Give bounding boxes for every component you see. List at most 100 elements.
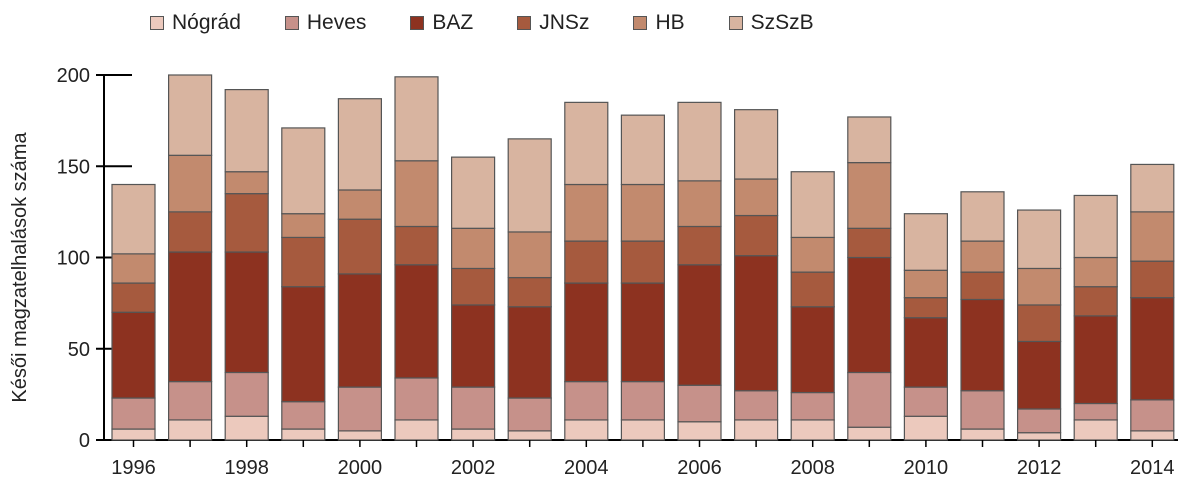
bar-1999-nograd — [281, 428, 326, 441]
y-tick-label-200: 200 — [57, 65, 90, 87]
bar-2003-szszb — [507, 138, 552, 233]
bar-1997-nograd — [168, 419, 213, 441]
bar-2004-nograd — [564, 419, 609, 441]
bar-2008-hb — [790, 236, 835, 273]
legend-label-jnsz: JNSz — [539, 11, 590, 34]
bar-2001-jnsz — [394, 225, 439, 266]
bar-2006-baz — [677, 264, 722, 386]
y-tick-label-0: 0 — [79, 430, 90, 452]
bar-2010-jnsz — [903, 297, 949, 319]
bar-1999-szszb — [281, 127, 326, 215]
bar-2009-jnsz — [847, 227, 892, 259]
legend-item-baz: BAZ — [410, 8, 473, 38]
legend-item-szszb: SzSzB — [728, 8, 814, 38]
y-tick-label-150: 150 — [57, 156, 90, 178]
bar-1998-jnsz — [224, 193, 269, 253]
legend-item-nograd: Nógrád — [150, 8, 241, 38]
legend-swatch-jnsz — [517, 16, 532, 30]
bar-2013-hb — [1073, 256, 1118, 288]
bar-1999-baz — [281, 286, 326, 403]
legend-item-jnsz: JNSz — [517, 8, 589, 38]
bar-1996-hb — [111, 253, 156, 284]
legend: Nógrád Heves BAZ JNSz HB SzSzB — [150, 8, 858, 38]
bar-1999-jnsz — [281, 236, 326, 288]
bar-2000-nograd — [337, 430, 382, 441]
x-tick-label-2010: 2010 — [904, 457, 949, 477]
bar-2004-hb — [564, 183, 609, 242]
bar-2003-heves — [507, 397, 552, 432]
bar-2006-szszb — [677, 101, 722, 182]
bar-1997-szszb — [168, 74, 213, 156]
bar-2002-baz — [451, 304, 496, 388]
bar-2012-nograd — [1016, 432, 1062, 441]
legend-label-baz: BAZ — [432, 11, 474, 34]
legend-swatch-nograd — [150, 16, 164, 30]
x-tick-label-1998: 1998 — [224, 457, 269, 477]
bar-2014-baz — [1130, 297, 1175, 401]
bar-2013-jnsz — [1073, 286, 1118, 317]
bar-1997-hb — [168, 154, 213, 213]
bar-2003-jnsz — [507, 276, 552, 308]
bar-2004-jnsz — [564, 240, 609, 284]
bar-2006-hb — [677, 180, 722, 228]
bar-2002-szszb — [451, 156, 496, 229]
y-tick-label-100: 100 — [57, 248, 90, 270]
bar-2007-szszb — [733, 109, 779, 180]
legend-item-hb: HB — [633, 8, 685, 38]
x-tick-label-1996: 1996 — [111, 457, 156, 477]
bar-2001-heves — [394, 377, 439, 421]
bar-2009-heves — [847, 371, 892, 428]
y-axis-title: Késői magzatelhalások száma — [9, 132, 31, 403]
bar-2004-szszb — [564, 101, 609, 186]
bar-2011-baz — [960, 298, 1005, 392]
bar-2006-jnsz — [677, 225, 722, 266]
bar-2008-szszb — [790, 171, 835, 239]
bar-2002-hb — [451, 227, 496, 270]
bar-2005-nograd — [620, 419, 666, 441]
bar-2007-baz — [733, 255, 779, 392]
bar-2000-hb — [337, 189, 382, 220]
bar-1998-szszb — [224, 88, 269, 173]
bar-2008-jnsz — [790, 271, 835, 308]
bar-2013-nograd — [1073, 419, 1118, 441]
bar-2012-hb — [1016, 267, 1062, 306]
bar-2010-hb — [903, 269, 949, 299]
bar-1998-heves — [224, 371, 269, 417]
x-tick-label-2002: 2002 — [451, 457, 496, 477]
x-tick-label-2000: 2000 — [338, 457, 383, 477]
bar-2006-heves — [677, 384, 722, 423]
bar-1997-heves — [168, 381, 213, 421]
bar-2000-baz — [337, 273, 382, 388]
bar-2005-heves — [620, 381, 666, 421]
bar-2007-hb — [733, 178, 779, 217]
bar-2014-szszb — [1130, 163, 1175, 213]
bar-1997-baz — [168, 251, 213, 383]
bar-1996-heves — [111, 397, 156, 430]
bar-2008-heves — [790, 391, 835, 421]
bar-2011-heves — [960, 390, 1005, 430]
legend-label-heves: Heves — [306, 11, 367, 34]
x-tick-label-2014: 2014 — [1130, 457, 1175, 477]
x-tick-label-2008: 2008 — [790, 457, 835, 477]
legend-swatch-szszb — [728, 16, 743, 30]
bar-2009-baz — [847, 256, 892, 374]
x-tick-label-2006: 2006 — [677, 457, 722, 477]
bar-1996-szszb — [111, 183, 156, 255]
bar-2004-baz — [564, 282, 609, 383]
bar-2009-hb — [847, 162, 892, 229]
bar-2003-hb — [507, 231, 552, 279]
bar-1998-hb — [224, 171, 269, 195]
bar-2000-heves — [337, 386, 382, 432]
bar-2013-szszb — [1073, 194, 1118, 259]
y-tick-label-50: 50 — [68, 339, 90, 361]
bar-1998-nograd — [224, 415, 269, 441]
bar-2014-jnsz — [1130, 260, 1175, 299]
legend-label-hb: HB — [655, 11, 685, 34]
bar-2014-heves — [1130, 399, 1175, 432]
bar-2005-baz — [620, 282, 666, 383]
bar-2012-jnsz — [1016, 304, 1062, 343]
bar-2014-nograd — [1130, 430, 1175, 441]
bar-2002-heves — [451, 386, 496, 430]
bar-2005-hb — [620, 183, 666, 242]
bar-1999-heves — [281, 401, 326, 430]
